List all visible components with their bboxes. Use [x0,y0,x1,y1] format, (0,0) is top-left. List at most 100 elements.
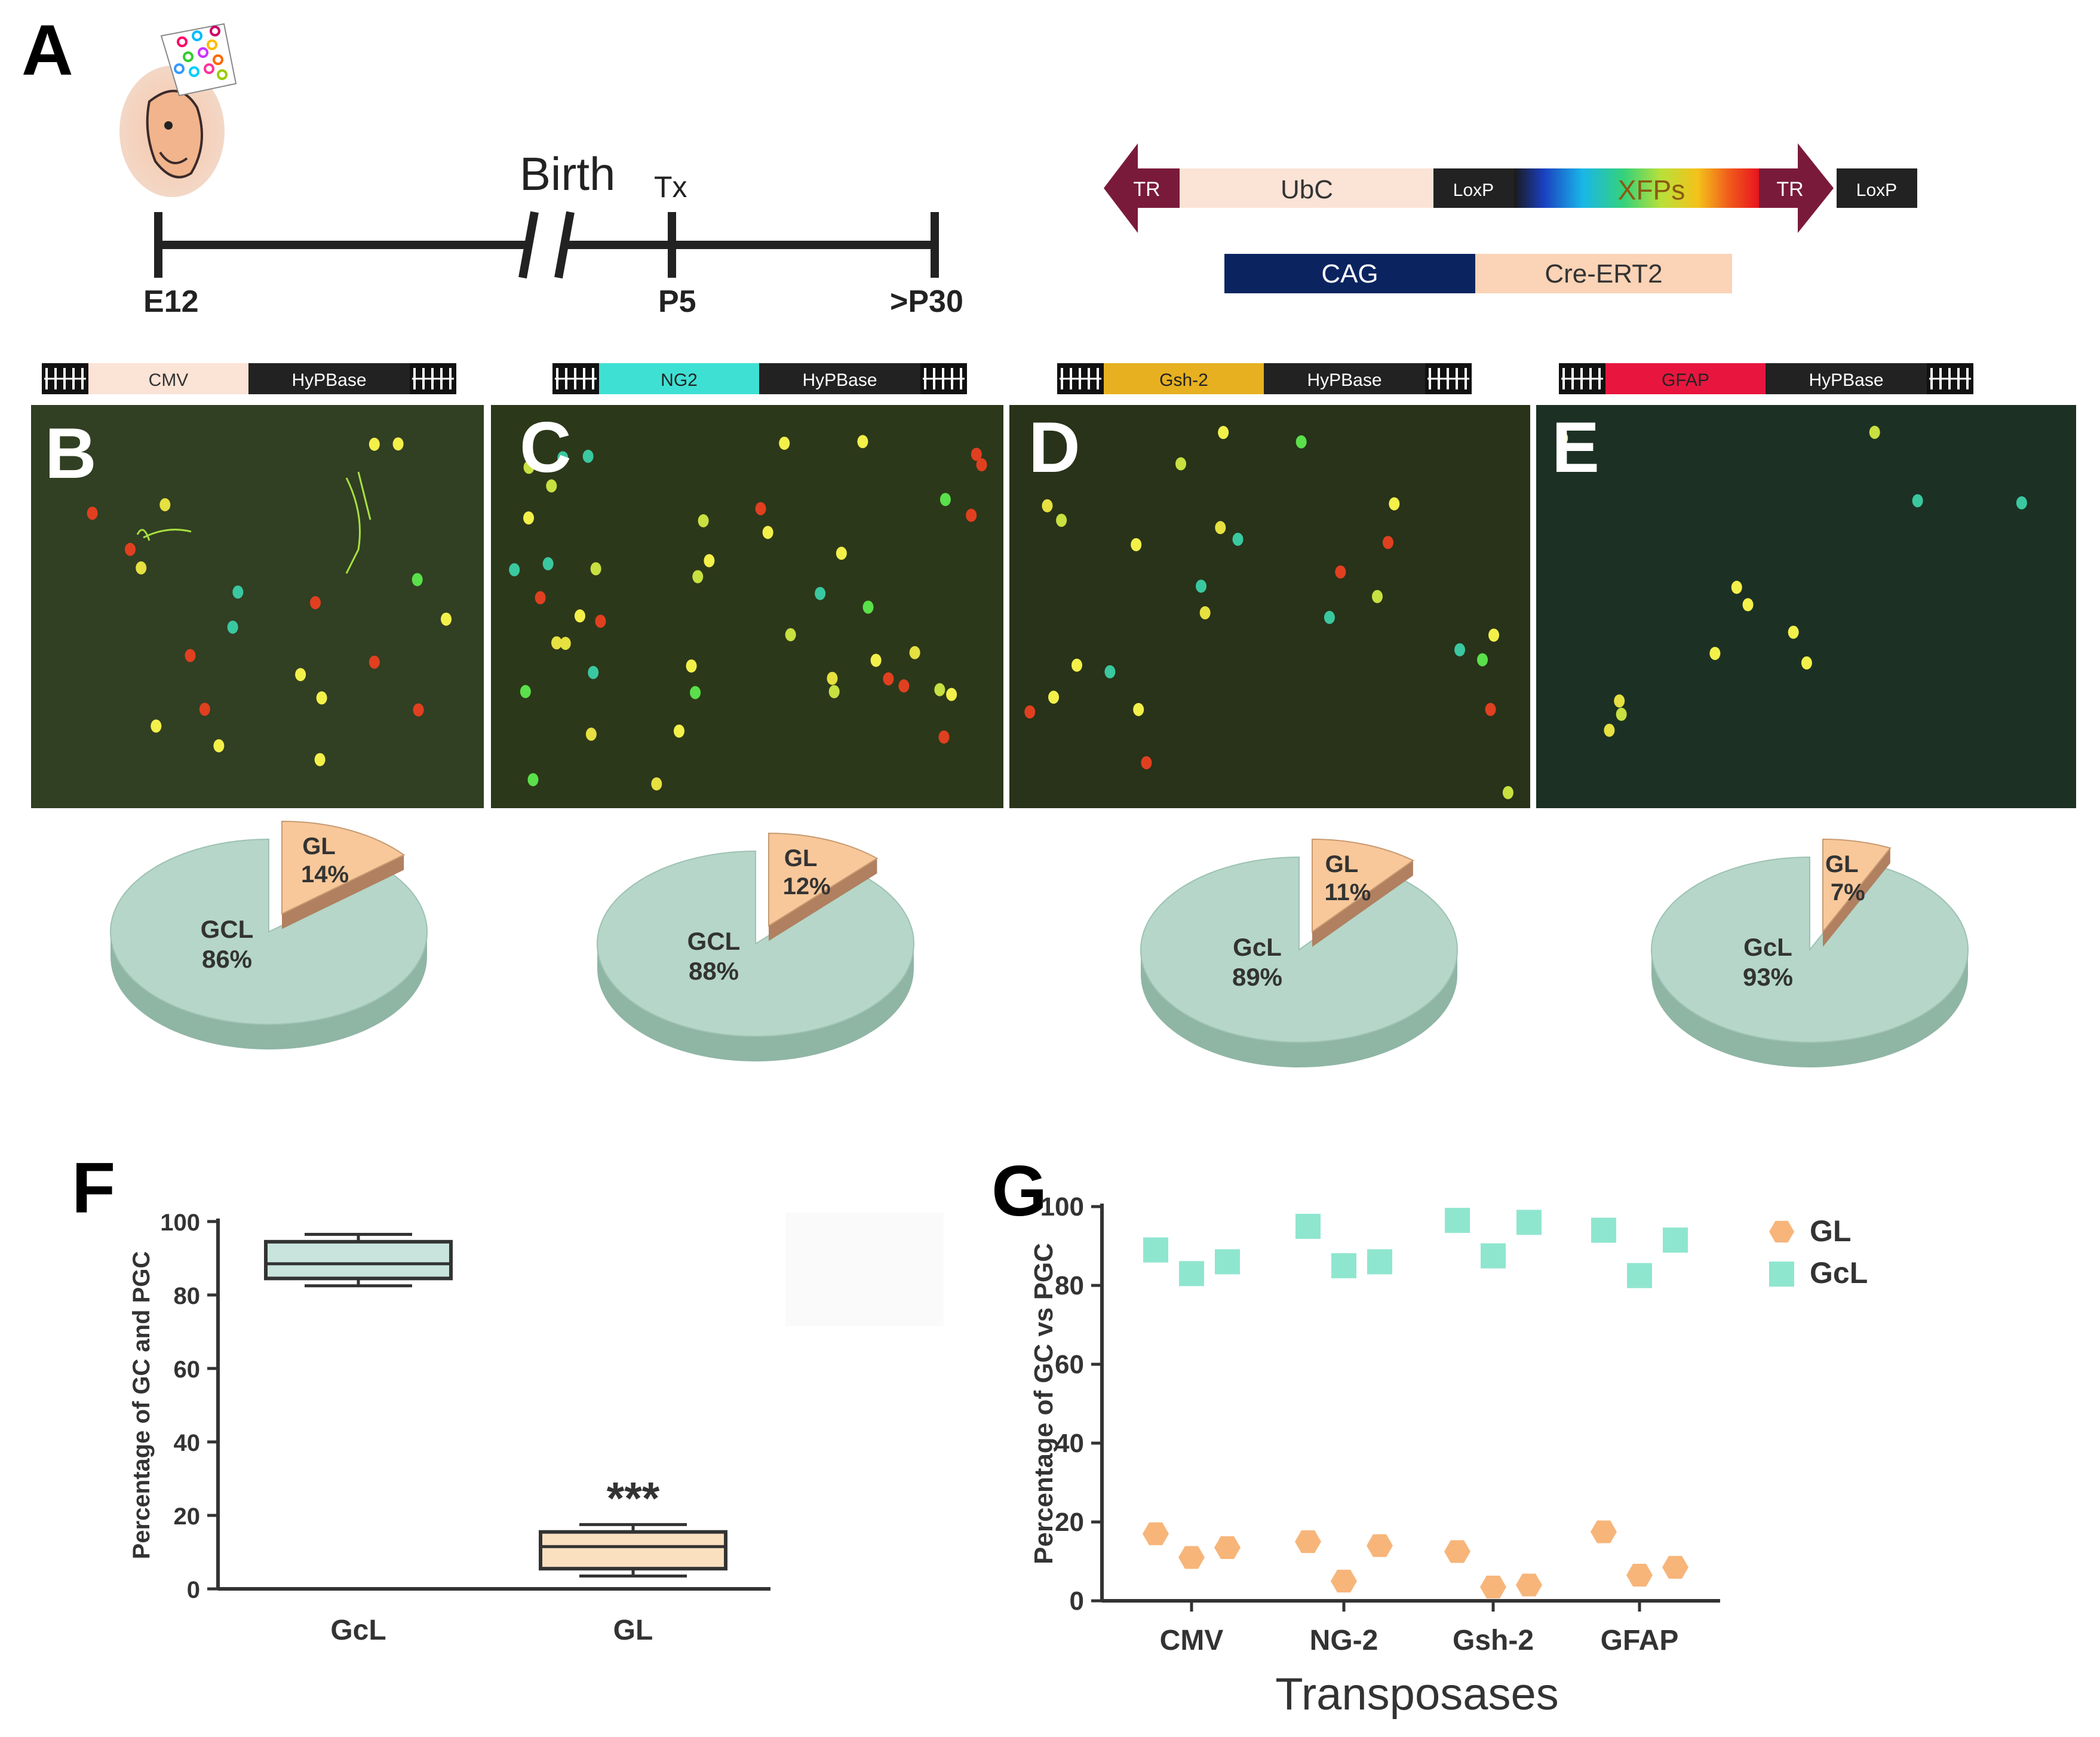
hypbase-segment [759,363,920,394]
labeled-cell [232,585,244,599]
hypbase-label: HyPBase [1809,370,1883,390]
legend-gl-marker [1769,1220,1794,1243]
labeled-cell [883,672,894,686]
panel-letter-e: E [1552,407,1599,487]
ubc-label: UbC [1281,175,1333,204]
gcl-point [1627,1263,1652,1288]
transposase-construct-ng2: NG2 HyPBase [552,363,967,394]
pie-side-gl [769,858,877,941]
y-tick-label: 0 [187,1577,200,1603]
hypbase-label: HyPBase [291,370,366,390]
promoter-label: CMV [149,370,189,390]
y-tick-label: 20 [1055,1508,1084,1537]
labeled-cell [314,753,326,766]
timeline-label-tx: Tx [654,170,687,204]
timeline-label-e12: E12 [143,284,199,319]
gl-point [1178,1546,1205,1569]
labeled-cell [595,615,606,628]
labeled-cell [585,728,597,741]
gcl-point [1295,1214,1321,1239]
hypbase-segment [1766,363,1927,394]
labeled-cell [1502,785,1513,799]
promoter-label: Gsh-2 [1159,370,1208,390]
labeled-cell [590,562,601,576]
transposase-construct-cmv: CMV HyPBase [42,363,456,394]
labeled-cell [857,435,868,449]
labeled-cell [1324,610,1335,624]
y-axis-label: Percentage of GC and PGC [128,1251,155,1560]
gl-point [1516,1573,1542,1597]
pie-slice-gl [1822,838,1892,934]
labeled-cell [1195,579,1206,593]
tr-right-label: TR [1776,178,1803,201]
x-tick-label: Gsh-2 [1453,1625,1534,1656]
pie-gcl-label: GcL [1233,933,1282,961]
legend-gcl-label: GcL [1810,1256,1868,1290]
labeled-cell [199,702,210,716]
labeled-cell [1199,606,1211,619]
labeled-cell [1042,499,1053,512]
labeled-cell [227,620,238,634]
pie-gcl-label: GcL [1743,933,1792,961]
labeled-cell [651,777,662,791]
panel-letter-f: F [72,1148,115,1228]
labeled-cell [934,683,945,696]
series-gcl [1143,1208,1688,1288]
labeled-cell [976,458,987,472]
promoter-label: NG2 [661,370,698,390]
labeled-cell [1557,431,1568,445]
micrograph-d [1009,405,1530,808]
y-tick-label: 100 [160,1210,200,1236]
labeled-cell [310,596,321,609]
y-tick-label: 60 [1055,1350,1084,1379]
xfps-label: XFPs [1618,174,1685,205]
labeled-cell [779,437,790,450]
gcl-point [1481,1243,1506,1269]
labeled-cell [1175,457,1187,471]
labeled-cell [1454,643,1466,656]
labeled-cell [369,437,380,451]
embryo-icon [119,23,237,197]
pie-gl-label: GL [1325,851,1359,877]
labeled-cell [1742,598,1754,612]
labeled-cell [413,703,424,717]
labeled-cell [828,685,840,698]
gl-point [1591,1520,1617,1543]
gl-point [1367,1534,1393,1557]
labeled-cell [909,646,920,659]
y-tick-label: 0 [1070,1586,1084,1616]
gl-point [1331,1569,1357,1593]
series-gl [1143,1520,1688,1598]
labeled-cell [520,685,531,698]
labeled-cell [785,628,796,642]
legend-gcl-marker [1769,1262,1794,1287]
gcl-point [1663,1227,1688,1253]
promoter-segment [1104,363,1264,394]
labeled-cell [1485,702,1496,716]
labeled-cell [588,665,599,679]
labeled-cell [1709,646,1721,660]
loxp-segment-2 [1837,168,1917,208]
labeled-cell [815,587,826,600]
pie-gcl-percent: 88% [689,957,739,985]
transposase-constructs: CMV HyPBase NG2 HyPBase Gsh-2 HyPBase GFAP HyPB… [42,363,1973,394]
labeled-cell [1389,497,1400,511]
gcl-point [1143,1237,1168,1263]
labeled-cell [369,655,380,669]
labeled-cell [582,449,594,463]
labeled-cell [509,563,520,576]
labeled-cell [862,600,874,614]
labeled-cell [1912,494,1923,508]
labeled-cell [1215,521,1226,535]
micrograph-background [31,405,484,808]
labeled-cell [185,649,196,662]
labeled-cell [1604,723,1615,737]
x-tick-label: CMV [1160,1625,1224,1656]
tr-left-arrow [1104,143,1180,233]
box-gcl [264,1233,453,1288]
labeled-cell [523,511,535,525]
timeline-label-p5: P5 [658,284,696,319]
gl-point [1480,1575,1506,1598]
pie-gl-label: GL [1825,851,1859,877]
